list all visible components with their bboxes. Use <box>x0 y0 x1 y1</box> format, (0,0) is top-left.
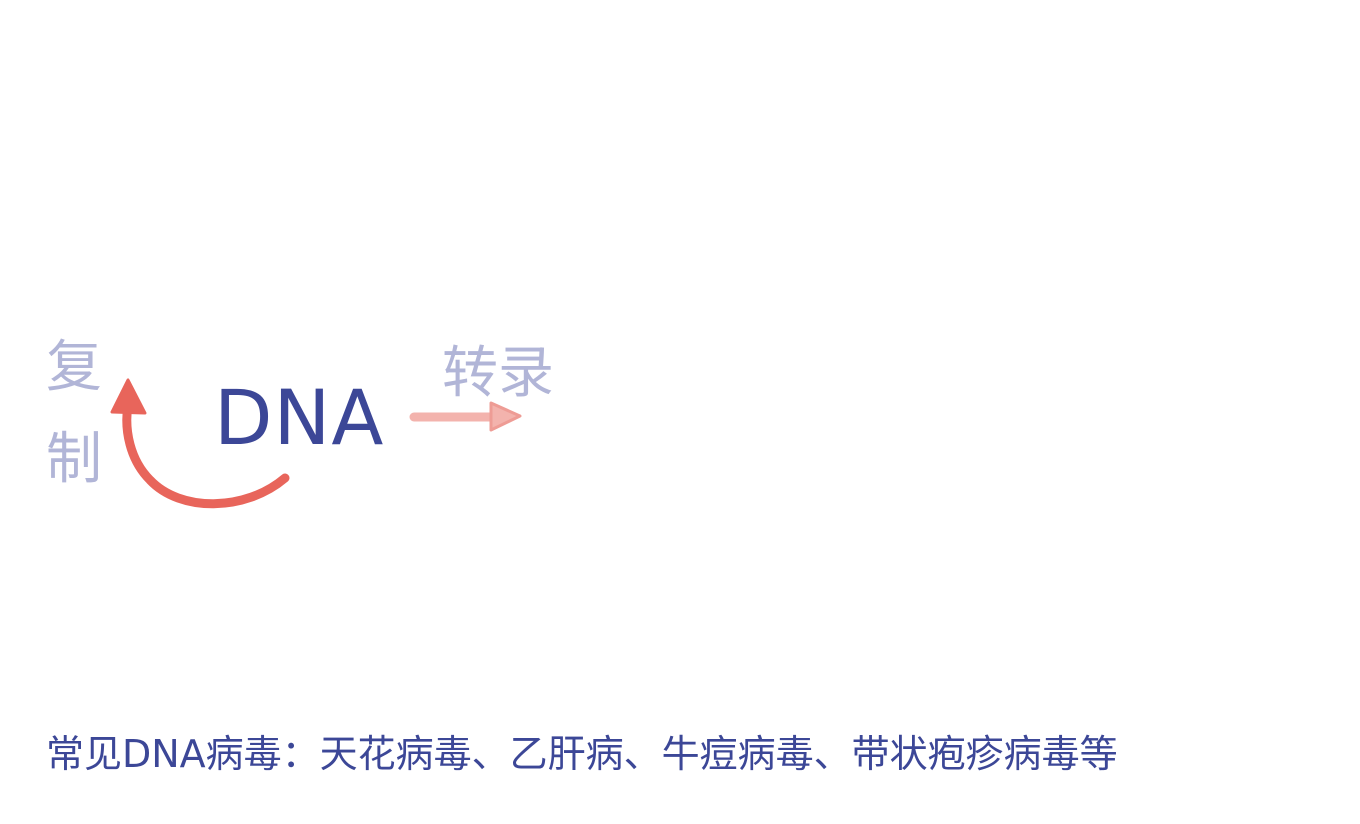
replication-arrowhead <box>110 378 147 415</box>
dna-virus-examples-caption: 常见DNA病毒：天花病毒、乙肝病、牛痘病毒、带状疱疹病毒等 <box>46 732 1118 776</box>
transcription-label: 转录 <box>442 341 554 406</box>
replication-label-char-1: 复 <box>46 335 102 400</box>
transcription-arrowhead <box>489 401 522 432</box>
replication-label-char-2: 制 <box>46 427 102 492</box>
dna-label: DNA <box>214 373 385 462</box>
